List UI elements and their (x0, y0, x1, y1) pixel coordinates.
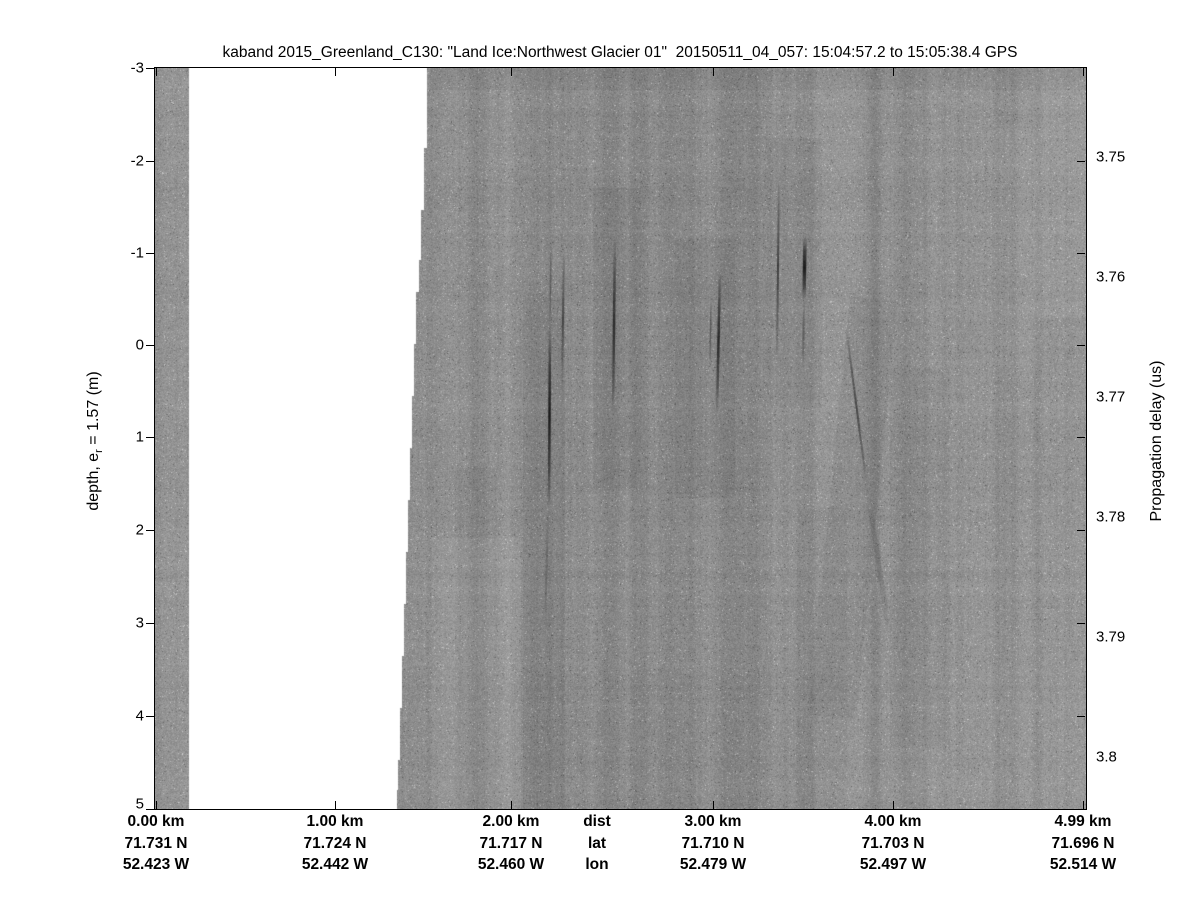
right-axis-label: Propagation delay (us) (1148, 360, 1165, 522)
left-tick-mark (146, 67, 154, 69)
bottom-tick-mark (892, 801, 894, 809)
bottom-dist-label: 4.00 km (864, 813, 922, 830)
left-tick-mark (146, 622, 154, 624)
top-tick-mark (892, 68, 894, 76)
left-tick-mark (146, 252, 154, 254)
left-tick-label: -3 (130, 59, 144, 77)
echogram-image (155, 68, 1086, 809)
right-tick-mark (1077, 160, 1085, 162)
left-axis-label-text: depth, e (85, 452, 102, 511)
bottom-lon-label: 52.514 W (1049, 856, 1117, 873)
bottom-dist-label: 0.00 km (127, 813, 185, 830)
bottom-lon-label: 52.423 W (122, 856, 190, 873)
right-tick-mark (1077, 529, 1085, 531)
bottom-tick-mark (1082, 801, 1084, 809)
top-tick-mark (510, 68, 512, 76)
left-axis-label-units: = 1.57 (m) (85, 371, 102, 450)
left-tick-mark (146, 436, 154, 438)
axis-header-dist: dist (583, 813, 611, 830)
bottom-dist-label: 1.00 km (306, 813, 364, 830)
left-tick-mark (146, 529, 154, 531)
bottom-lat-label: 71.717 N (479, 834, 543, 852)
top-tick-mark (155, 68, 157, 76)
right-tick-label: 3.75 (1096, 148, 1126, 166)
right-tick-mark (1077, 252, 1085, 254)
bottom-lon-label: 52.460 W (477, 856, 545, 873)
left-axis-label: depth, er = 1.57 (m) (85, 371, 105, 510)
right-tick-mark (1077, 344, 1085, 346)
left-tick-label: 4 (135, 707, 144, 725)
left-tick-label: 0 (135, 336, 144, 354)
top-tick-mark (1082, 68, 1084, 76)
bottom-lat-label: 71.724 N (303, 834, 367, 852)
bottom-tick-mark (510, 801, 512, 809)
left-tick-mark (146, 715, 154, 717)
left-tick-label: 5 (135, 795, 144, 813)
bottom-dist-label: 4.99 km (1054, 813, 1112, 830)
bottom-lon-label: 52.479 W (679, 856, 747, 873)
right-tick-label: 3.8 (1096, 748, 1117, 766)
left-axis-label-subscript: r (93, 449, 105, 453)
left-tick-label: -1 (130, 244, 144, 262)
left-tick-label: 1 (135, 428, 144, 446)
bottom-dist-label: 3.00 km (684, 813, 742, 830)
left-tick-mark (146, 344, 154, 346)
bottom-lat-label: 71.703 N (861, 834, 925, 852)
bottom-lon-label: 52.442 W (301, 856, 369, 873)
axis-header-lat: lat (587, 834, 607, 852)
bottom-lat-label: 71.731 N (124, 834, 188, 852)
top-tick-mark (712, 68, 714, 76)
left-tick-label: 2 (135, 521, 144, 539)
right-tick-label: 3.77 (1096, 388, 1126, 406)
top-tick-mark (334, 68, 336, 76)
right-tick-mark (1077, 715, 1085, 717)
plot-border (154, 67, 1087, 810)
right-tick-label: 3.79 (1096, 628, 1126, 646)
right-tick-label: 3.76 (1096, 268, 1126, 286)
bottom-tick-mark (334, 801, 336, 809)
bottom-lon-label: 52.497 W (859, 856, 927, 873)
right-tick-label: 3.78 (1096, 508, 1126, 526)
bottom-tick-mark (155, 801, 157, 809)
left-tick-label: 3 (135, 614, 144, 632)
bottom-tick-mark (712, 801, 714, 809)
left-tick-label: -2 (130, 152, 144, 170)
axis-header-lon: lon (585, 856, 609, 873)
right-tick-mark (1077, 622, 1085, 624)
bottom-lat-label: 71.710 N (681, 834, 745, 852)
figure-title: kaband 2015_Greenland_C130: "Land Ice:No… (222, 44, 1018, 61)
right-tick-mark (1077, 436, 1085, 438)
left-tick-mark (146, 808, 154, 810)
left-tick-mark (146, 160, 154, 162)
bottom-dist-label: 2.00 km (482, 813, 540, 830)
bottom-lat-label: 71.696 N (1051, 834, 1115, 852)
